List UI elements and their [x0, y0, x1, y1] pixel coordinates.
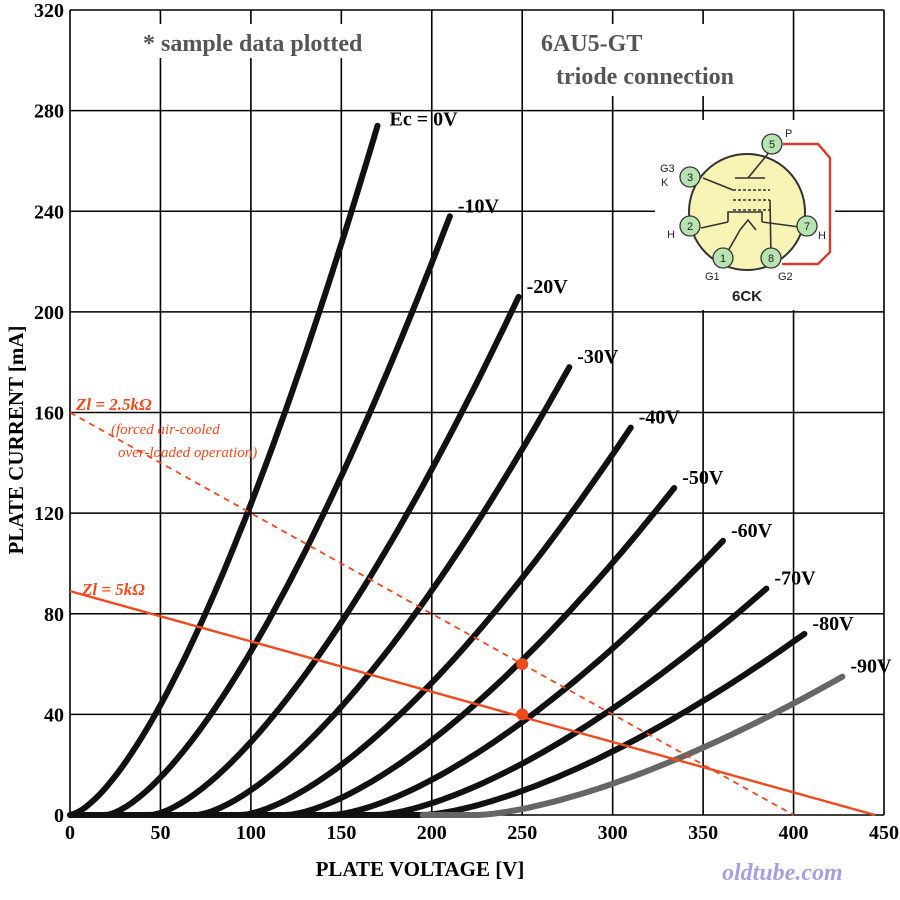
pin-3	[679, 166, 701, 188]
x-tick-100: 100	[236, 822, 266, 844]
pin-8	[760, 247, 782, 269]
base-type-label: 6CK	[732, 288, 762, 305]
curve-label--70V: -70V	[774, 568, 816, 590]
y-tick-40: 40	[44, 704, 64, 726]
x-tick-400: 400	[779, 822, 809, 844]
curve--20V	[94, 293, 522, 818]
x-axis-title: PLATE VOLTAGE [V]	[316, 857, 525, 881]
watermark: oldtube.com	[722, 860, 843, 886]
pin-8-number: 8	[768, 253, 774, 265]
chart-title: 6AU5-GT	[541, 31, 642, 57]
pin-7-label: H	[818, 230, 826, 242]
y-tick-200: 200	[34, 302, 64, 324]
y-tick-labels: 0 40 80 120 160 200 240 280 320	[34, 0, 64, 827]
load-note-line1: (forced air-cooled	[111, 422, 220, 438]
x-tick-250: 250	[507, 822, 537, 844]
y-tick-80: 80	[44, 604, 64, 626]
curve-label--10V: -10V	[458, 195, 500, 217]
y-tick-120: 120	[34, 503, 64, 525]
y-tick-160: 160	[34, 403, 64, 425]
tube-base-diagram: 5 P 3 G3 K 2 H 7 H 1 G1 8 G2 6CK	[655, 120, 835, 310]
pin-1-label: G1	[705, 271, 720, 283]
x-tick-450: 450	[869, 822, 899, 844]
curve-label-Ec = 0V: Ec = 0V	[390, 109, 459, 131]
x-tick-300: 300	[598, 822, 628, 844]
chart-subtitle: triode connection	[556, 64, 734, 90]
load-label-2k5: Zl = 2.5kΩ	[75, 395, 152, 414]
y-axis-title: PLATE CURRENT [mA]	[4, 325, 28, 554]
curve-label--20V: -20V	[527, 276, 569, 298]
curve--10V	[67, 213, 453, 818]
load-line-Zl = 2.5kΩ	[69, 411, 794, 816]
curve--50V	[229, 485, 678, 818]
pin-5	[761, 133, 783, 155]
curve-label--50V: -50V	[682, 467, 724, 489]
pin-7	[796, 215, 818, 237]
load-label-5k: Zl = 5kΩ	[81, 580, 145, 599]
title-bg	[535, 24, 780, 96]
triode-strap	[782, 142, 832, 266]
y-tick-320: 320	[34, 0, 64, 22]
curve--60V	[275, 537, 726, 818]
x-tick-200: 200	[417, 822, 447, 844]
pin-1	[712, 247, 734, 269]
load-lines	[69, 411, 876, 817]
curve--40V	[184, 424, 634, 818]
load-line-Zl = 5kΩ	[69, 589, 876, 817]
curve-label--80V: -80V	[812, 613, 854, 635]
curve-label--40V: -40V	[639, 407, 681, 429]
x-tick-0: 0	[65, 822, 75, 844]
curve--90V	[419, 673, 846, 818]
pin-3-label-g3: G3	[660, 163, 675, 175]
x-tick-labels: 0 50 100 150 200 250 300 350 400 450	[65, 822, 899, 844]
x-tick-50: 50	[150, 822, 170, 844]
x-tick-350: 350	[688, 822, 718, 844]
pin-7-number: 7	[804, 221, 810, 233]
y-tick-240: 240	[34, 201, 64, 223]
pin-2	[679, 215, 701, 237]
curve-label--90V: -90V	[850, 656, 892, 678]
y-tick-0: 0	[54, 805, 64, 827]
curve-label--60V: -60V	[731, 520, 773, 542]
operating-point-Zl = 5kΩ	[516, 708, 529, 721]
curve-Ec = 0V	[67, 122, 381, 818]
pin-5-label: P	[785, 128, 792, 140]
curve--30V	[139, 364, 573, 818]
pin-3-number: 3	[687, 172, 693, 184]
curves-group	[67, 122, 846, 818]
y-tick-280: 280	[34, 101, 64, 123]
pin-5-number: 5	[769, 139, 775, 151]
pin-2-number: 2	[687, 221, 693, 233]
curve-label--30V: -30V	[577, 346, 619, 368]
pin-8-label: G2	[778, 271, 793, 283]
pin-1-number: 1	[720, 253, 726, 265]
note-bg	[140, 24, 430, 58]
load-note-line2: over-loaded operation)	[118, 445, 257, 461]
operating-point-Zl = 2.5kΩ	[516, 658, 529, 671]
x-tick-150: 150	[326, 822, 356, 844]
curve-labels: Ec = 0V -10V -20V -30V -40V -50V -60V -70V -80V -…	[390, 109, 893, 678]
sample-note: * sample data plotted	[143, 31, 363, 57]
pin-2-label: H	[667, 229, 675, 241]
pin-3-label-k: K	[661, 177, 669, 189]
